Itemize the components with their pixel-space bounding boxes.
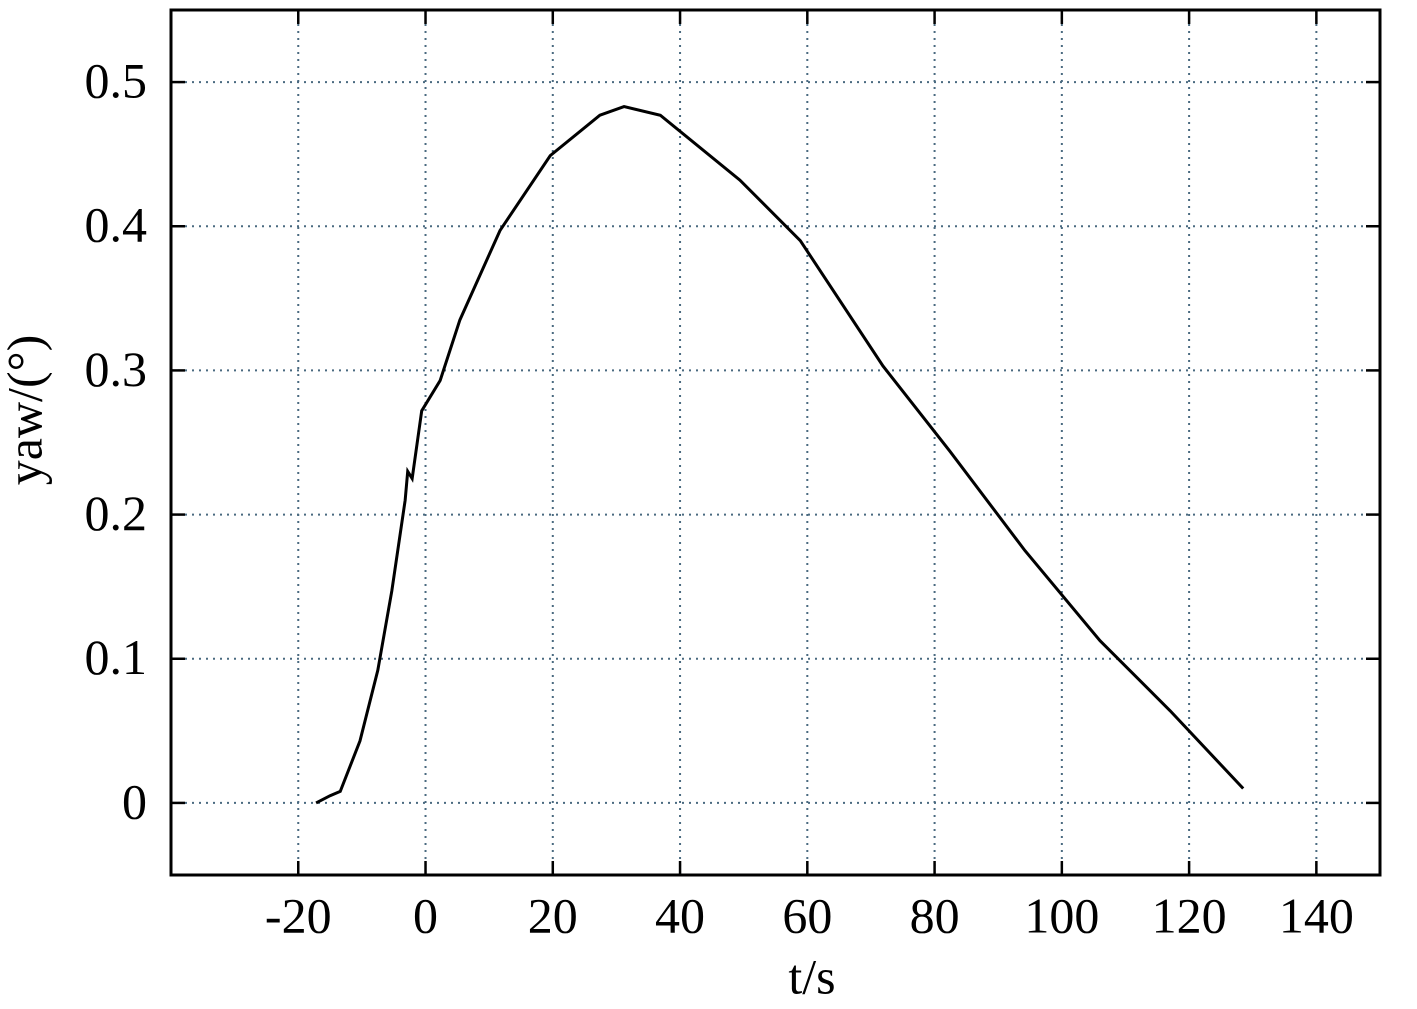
x-tick-label: 20 [528,887,578,943]
x-tick-label: 120 [1152,887,1227,943]
x-axis-label: t/s [788,948,835,1004]
y-tick-label: 0.3 [85,341,148,397]
x-tick-label: 140 [1279,887,1354,943]
y-tick-label: 0 [122,773,147,829]
x-tick-label: 0 [413,887,438,943]
x-tick-label: 80 [910,887,960,943]
x-tick-label: 100 [1024,887,1099,943]
y-tick-label: 0.4 [85,197,148,253]
plot-frame [169,8,1382,877]
y-tick-label: 0.1 [85,629,148,685]
y-tick-label: 0.2 [85,485,148,541]
data-line [315,105,1245,805]
y-tick-label: 0.5 [85,53,148,109]
y-axis-label: yaw/(°) [0,335,52,486]
x-tick-label: -20 [265,887,332,943]
x-tick-label: 40 [655,887,705,943]
x-tick-label: 60 [782,887,832,943]
